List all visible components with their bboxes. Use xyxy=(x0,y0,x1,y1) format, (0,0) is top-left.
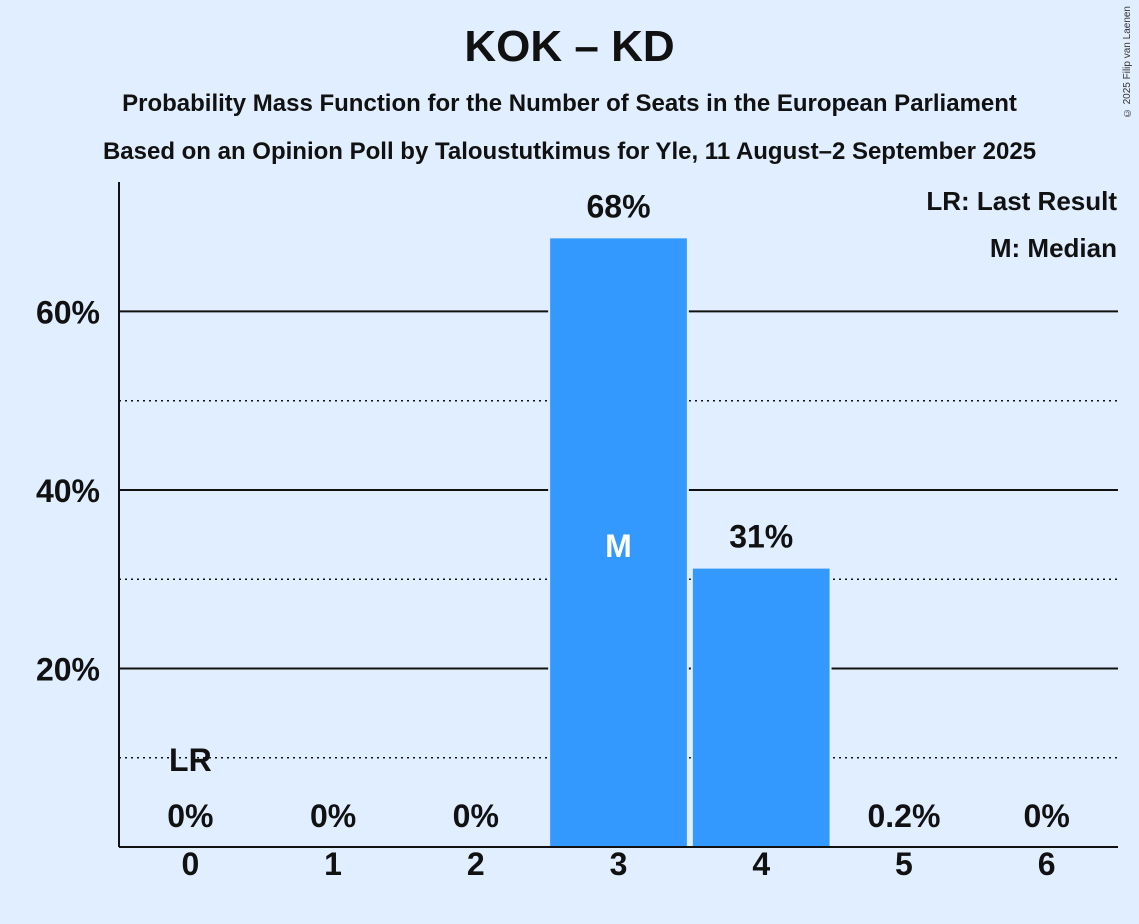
legend-last-result: LR: Last Result xyxy=(926,186,1117,216)
bar-value-label: 0.2% xyxy=(867,798,940,834)
bar-value-label: 68% xyxy=(586,188,650,224)
bar-value-label: 0% xyxy=(310,798,356,834)
bar xyxy=(690,566,832,848)
chart-title: KOK – KD xyxy=(464,22,675,71)
legend-median: M: Median xyxy=(990,233,1117,263)
bar-value-label: 0% xyxy=(167,798,213,834)
x-tick-label: 2 xyxy=(467,846,485,882)
x-tick-label: 5 xyxy=(895,846,913,882)
x-tick-label: 4 xyxy=(752,846,770,882)
chart-source: Based on an Opinion Poll by Taloustutkim… xyxy=(102,138,1037,165)
bar-value-label: 0% xyxy=(453,798,499,834)
y-tick-label: 60% xyxy=(36,294,100,330)
bar-value-label: 0% xyxy=(1024,798,1070,834)
chart-subtitle: Probability Mass Function for the Number… xyxy=(122,90,1017,117)
last-result-marker: LR xyxy=(169,742,212,778)
y-tick-label: 40% xyxy=(36,473,100,509)
x-tick-label: 3 xyxy=(610,846,628,882)
bar-value-label: 31% xyxy=(729,519,793,555)
x-tick-label: 6 xyxy=(1038,846,1056,882)
median-marker: M xyxy=(605,528,632,564)
x-tick-label: 1 xyxy=(324,846,342,882)
bar xyxy=(548,236,689,848)
y-tick-label: 20% xyxy=(36,651,100,687)
x-tick-label: 0 xyxy=(181,846,199,882)
